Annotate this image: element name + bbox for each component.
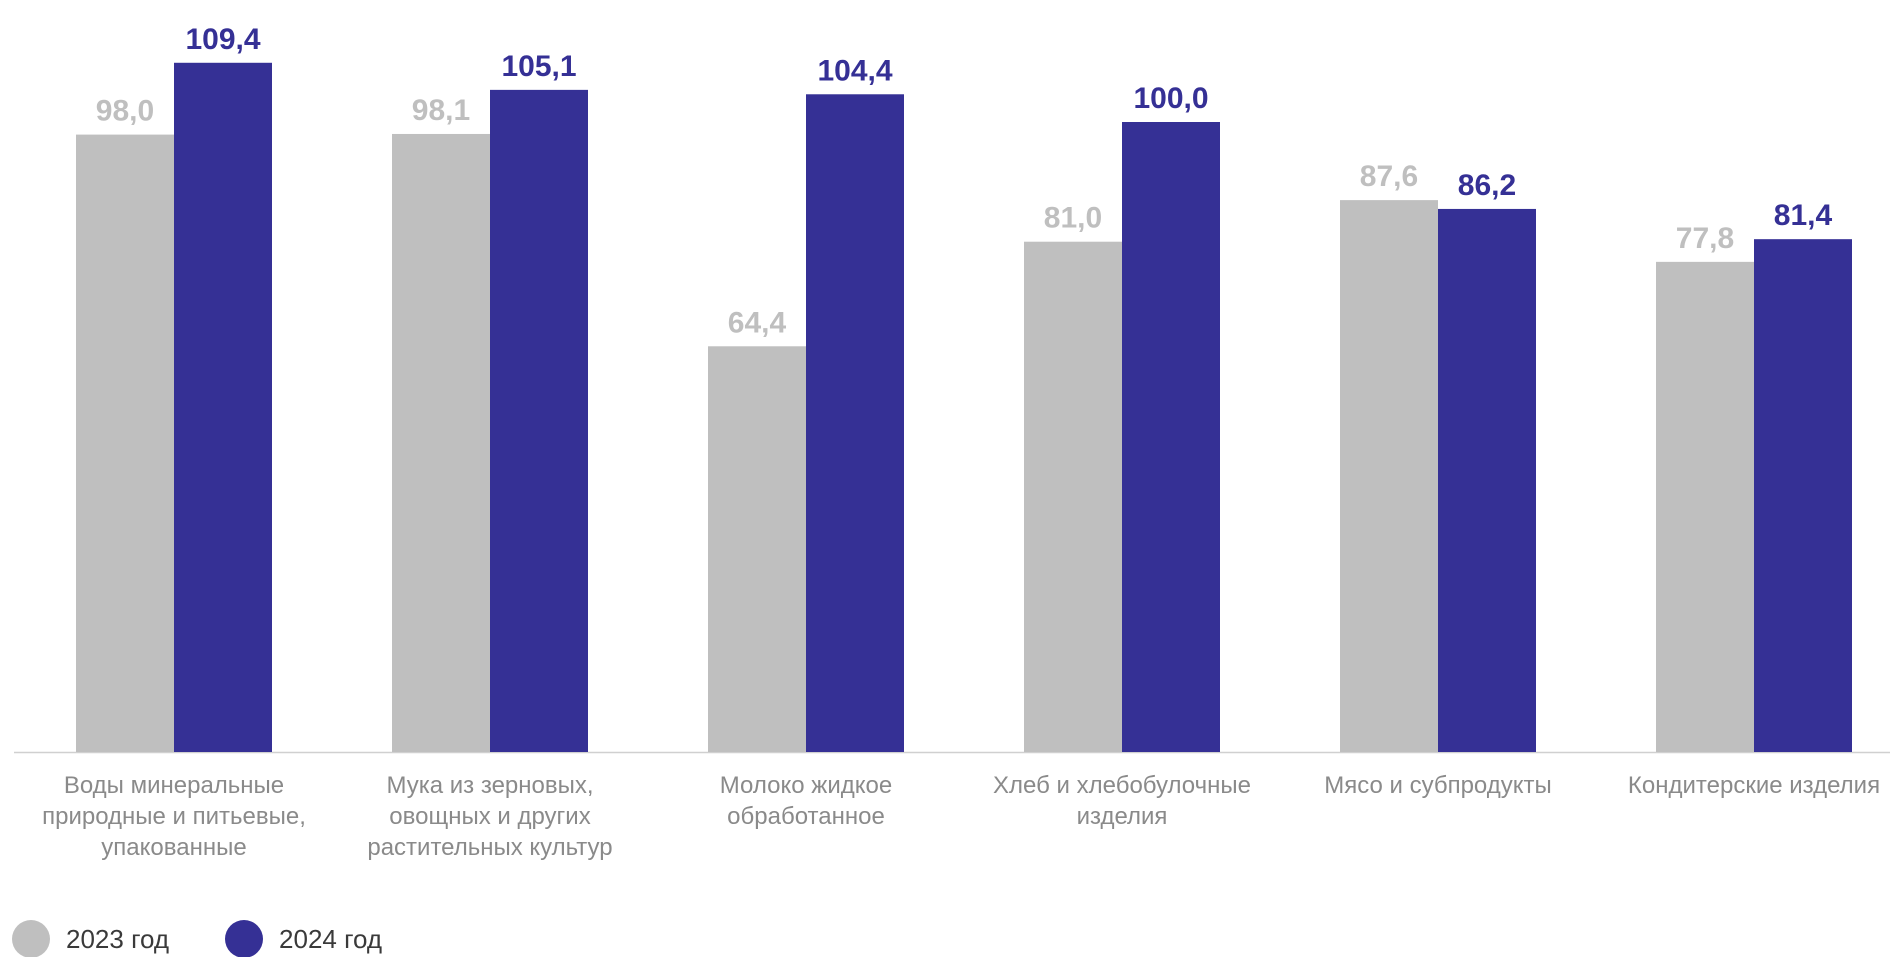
legend-swatch-2024 <box>225 920 264 957</box>
data-label-2023-2: 64,4 <box>728 306 787 339</box>
data-label-2023-1: 98,1 <box>412 94 470 127</box>
bar-2024-4 <box>1438 208 1536 752</box>
bar-2024-2 <box>806 94 904 752</box>
bar-2024-5 <box>1754 239 1852 752</box>
legend-label-2024: 2024 год <box>279 923 383 954</box>
data-label-2023-5: 77,8 <box>1676 222 1734 255</box>
category-label-4: Мясо и субпродукты <box>1324 772 1552 799</box>
bar-2023-2 <box>708 346 806 752</box>
data-label-2023-0: 98,0 <box>96 95 154 128</box>
legend: 2023 год 2024 год <box>12 920 438 957</box>
data-label-2024-5: 81,4 <box>1774 199 1833 232</box>
legend-label-2023: 2023 год <box>66 923 170 954</box>
category-label-1: Мука из зерновых, овощных и других растите… <box>367 772 612 861</box>
data-label-2024-3: 100,0 <box>1133 82 1208 115</box>
data-label-2024-1: 105,1 <box>501 50 576 83</box>
bar-2024-0 <box>174 62 272 752</box>
legend-item-2023: 2023 год <box>12 920 169 957</box>
category-label-3: Хлеб и хлебобулочные изделия <box>993 772 1251 830</box>
category-label-2: Молоко жидкое обработанное <box>720 772 892 830</box>
bar-2024-1 <box>490 89 588 753</box>
data-label-2023-3: 81,0 <box>1044 202 1102 235</box>
bar-2024-3 <box>1122 122 1220 752</box>
bar-2023-0 <box>76 134 174 753</box>
data-label-2024-2: 104,4 <box>817 54 892 87</box>
legend-swatch-2023 <box>12 920 50 957</box>
category-label-0: Воды минеральные природные и питьевые, упа… <box>42 772 306 861</box>
bar-2023-5 <box>1656 261 1754 752</box>
category-label-5: Кондитерские изделия <box>1628 772 1880 799</box>
data-label-2023-4: 87,6 <box>1360 160 1418 193</box>
data-label-2024-4: 86,2 <box>1458 169 1516 202</box>
bar-2023-4 <box>1340 200 1438 752</box>
legend-item-2024: 2024 год <box>225 920 382 957</box>
data-label-2024-0: 109,4 <box>185 23 260 56</box>
bar-2023-1 <box>392 133 490 753</box>
bar-2023-3 <box>1024 241 1122 752</box>
